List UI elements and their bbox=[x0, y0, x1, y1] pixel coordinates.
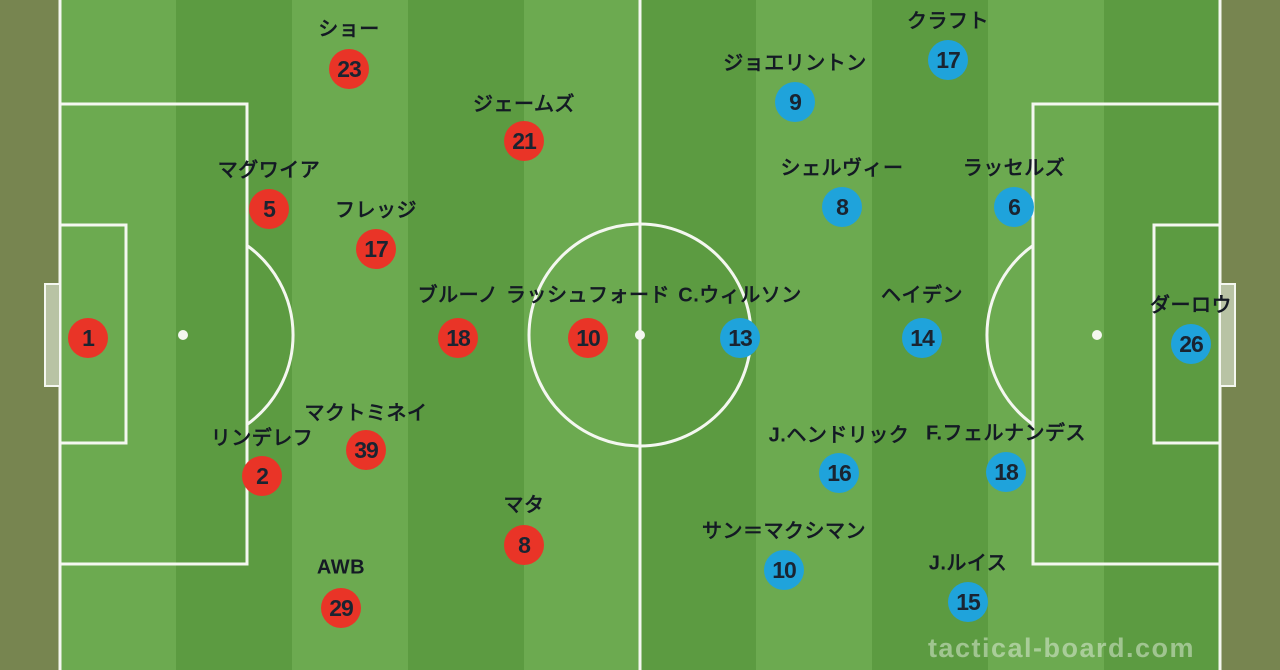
player-number: 21 bbox=[512, 127, 537, 154]
player-name-label: ラッセルズ bbox=[962, 157, 1066, 180]
player-marker-blue-18[interactable]: 18 bbox=[986, 452, 1026, 492]
player-name-label: F.フェルナンデス bbox=[925, 422, 1087, 445]
player-name-label: ヘイデン bbox=[881, 284, 963, 307]
player-marker-red-18[interactable]: 18 bbox=[438, 318, 478, 358]
player-marker-red-2[interactable]: 2 bbox=[242, 456, 282, 496]
player-marker-red-23[interactable]: 23 bbox=[329, 49, 369, 89]
player-name-label: ブルーノ bbox=[417, 284, 499, 307]
player-number: 17 bbox=[364, 235, 389, 262]
player-name-label: クラフト bbox=[907, 10, 989, 33]
player-marker-red-39[interactable]: 39 bbox=[346, 430, 386, 470]
player-name-label: ショー bbox=[318, 18, 380, 41]
player-number: 18 bbox=[994, 458, 1019, 485]
player-number: 1 bbox=[82, 324, 95, 351]
player-marker-red-21[interactable]: 21 bbox=[504, 121, 544, 161]
player-marker-blue-13[interactable]: 13 bbox=[720, 318, 760, 358]
player-name-label: フレッジ bbox=[335, 199, 417, 222]
player-number: 16 bbox=[827, 459, 852, 486]
player-name-label: ジェームズ bbox=[473, 93, 575, 116]
player-marker-red-8[interactable]: 8 bbox=[504, 525, 544, 565]
player-number: 14 bbox=[910, 324, 935, 351]
player-marker-blue-14[interactable]: 14 bbox=[902, 318, 942, 358]
player-marker-blue-8[interactable]: 8 bbox=[822, 187, 862, 227]
player-number: 8 bbox=[518, 531, 531, 558]
player-name-label: マクトミネイ bbox=[304, 402, 428, 425]
player-name-label: リンデレフ bbox=[210, 427, 314, 450]
player-name-label: シェルヴィー bbox=[780, 157, 904, 180]
player-number: 5 bbox=[263, 195, 276, 222]
player-number: 6 bbox=[1008, 193, 1021, 220]
player-name-label: マグワイア bbox=[217, 159, 321, 182]
player-name-label: C.ウィルソン bbox=[678, 284, 802, 307]
player-marker-blue-9[interactable]: 9 bbox=[775, 82, 815, 122]
player-number: 8 bbox=[836, 193, 849, 220]
player-number: 13 bbox=[728, 324, 753, 351]
player-name-label: AWB bbox=[316, 556, 366, 579]
player-number: 17 bbox=[936, 46, 961, 73]
player-name-label: ダーロウ bbox=[1150, 294, 1232, 317]
player-marker-blue-15[interactable]: 15 bbox=[948, 582, 988, 622]
player-marker-red-29[interactable]: 29 bbox=[321, 588, 361, 628]
player-number: 23 bbox=[337, 55, 362, 82]
player-number: 26 bbox=[1179, 330, 1204, 357]
player-number: 18 bbox=[446, 324, 471, 351]
player-number: 39 bbox=[354, 436, 379, 463]
player-number: 2 bbox=[256, 462, 269, 489]
player-marker-red-1[interactable]: 1 bbox=[68, 318, 108, 358]
player-number: 29 bbox=[329, 594, 354, 621]
player-marker-blue-10[interactable]: 10 bbox=[764, 550, 804, 590]
player-number: 9 bbox=[789, 88, 802, 115]
player-marker-blue-17[interactable]: 17 bbox=[928, 40, 968, 80]
player-marker-blue-6[interactable]: 6 bbox=[994, 187, 1034, 227]
player-marker-red-10[interactable]: 10 bbox=[568, 318, 608, 358]
player-name-label: マタ bbox=[503, 494, 545, 517]
player-name-label: J.ルイス bbox=[928, 552, 1008, 575]
player-number: 15 bbox=[956, 588, 981, 615]
player-number: 10 bbox=[772, 556, 797, 583]
player-name-label: J.ヘンドリック bbox=[768, 424, 910, 447]
player-marker-red-17[interactable]: 17 bbox=[356, 229, 396, 269]
player-marker-red-5[interactable]: 5 bbox=[249, 189, 289, 229]
player-name-label: ジョエリントン bbox=[723, 52, 867, 75]
player-number: 10 bbox=[576, 324, 601, 351]
player-name-label: ラッシュフォード bbox=[506, 284, 670, 307]
player-marker-blue-16[interactable]: 16 bbox=[819, 453, 859, 493]
player-name-label: サン＝マクシマン bbox=[702, 520, 866, 543]
player-marker-blue-26[interactable]: 26 bbox=[1171, 324, 1211, 364]
watermark: tactical-board.com bbox=[927, 633, 1195, 663]
